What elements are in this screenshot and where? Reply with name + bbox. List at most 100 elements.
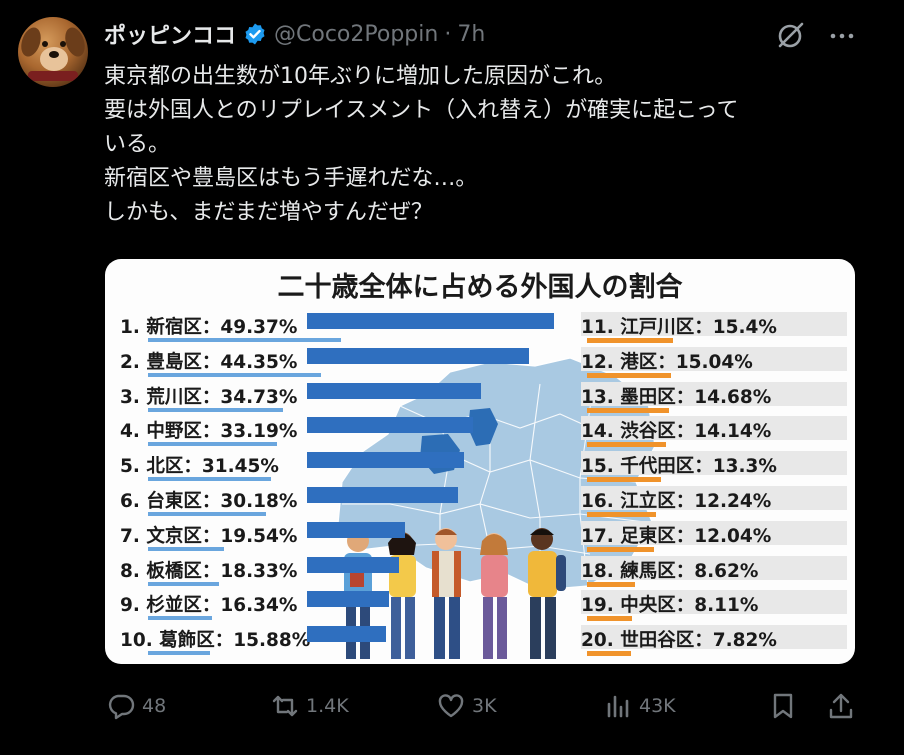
author-handle[interactable]: @Coco2Poppin — [274, 21, 439, 47]
ranking-label: 16. 江立区：12.24% — [581, 491, 772, 512]
views-icon — [607, 695, 629, 718]
ranking-row: 5. 北区：31.45% — [120, 450, 570, 484]
ranking-underline — [148, 407, 284, 412]
ranking-bar — [587, 372, 672, 378]
ranking-label: 6. 台東区：30.18% — [120, 491, 298, 512]
ranking-label: 1. 新宿区：49.37% — [120, 317, 298, 338]
ranking-row: 15. 千代田区：13.3% — [581, 450, 851, 484]
ranking-bar — [587, 581, 636, 587]
ranking-label: 5. 北区：31.45% — [120, 456, 279, 478]
ranking-track — [581, 555, 847, 580]
infographic-image[interactable]: 二十歳全体に占める外国人の割合 — [105, 259, 855, 664]
ranking-row: 2. 豊島区：44.35% — [120, 346, 570, 380]
ranking-row: 3. 荒川区：34.73% — [120, 381, 570, 415]
post-text-line: いる。 — [104, 132, 171, 157]
ranking-label: 14. 渋谷区：14.14% — [581, 421, 772, 443]
ranking-track — [581, 451, 847, 476]
ranking-row: 1. 新宿区：49.37% — [120, 311, 570, 345]
ranking-underline — [148, 477, 271, 482]
share-icon — [829, 693, 853, 719]
ranking-bar — [587, 651, 631, 657]
ranking-underline — [148, 372, 321, 377]
ranking-underline — [148, 442, 278, 447]
ranking-row: 9. 杉並区：16.34% — [120, 589, 570, 623]
ranking-row: 17. 足東区：12.04% — [581, 520, 851, 554]
ranking-bar — [307, 556, 399, 573]
ranking-bar — [307, 417, 473, 434]
ranking-underline — [148, 616, 212, 621]
ranking-label: 20. 世田谷区：7.82% — [581, 630, 777, 652]
ranking-row: 14. 渋谷区：14.14% — [581, 415, 851, 449]
ranking-row: 6. 台東区：30.18% — [120, 485, 570, 519]
people-illustration — [344, 528, 566, 659]
more-icon[interactable] — [826, 20, 858, 52]
ranking-row: 20. 世田谷区：7.82% — [581, 624, 851, 658]
ranking-track — [581, 486, 847, 510]
bookmark-button[interactable] — [768, 690, 798, 722]
ranking-bar — [307, 347, 529, 364]
ranking-label: 2. 豊島区：44.35% — [120, 351, 298, 373]
ranking-bar — [587, 442, 667, 448]
ranking-label: 18. 練馬区：8.62% — [581, 560, 759, 582]
ranking-row: 11. 江戸川区：15.4% — [581, 311, 851, 345]
share-button[interactable] — [826, 690, 856, 722]
post-header: ポッピンココ @Coco2Poppin · 7h — [104, 18, 485, 50]
repost-icon — [272, 695, 298, 717]
ranking-label: 12. 港区：15.04% — [581, 351, 753, 373]
separator: · — [444, 21, 452, 47]
post-text: 東京都の出生数が10年ぶりに増加した原因がこれ。 要は外国人とのリプレイスメント… — [104, 60, 864, 230]
ranking-underline — [148, 546, 225, 551]
repost-button[interactable]: 1.4K — [270, 690, 349, 722]
ranking-row: 12. 港区：15.04% — [581, 346, 851, 380]
views-button[interactable]: 43K — [603, 690, 676, 722]
ranking-bar — [307, 382, 481, 399]
grok-icon[interactable] — [774, 19, 806, 51]
ranking-row: 4. 中野区：33.19% — [120, 415, 570, 449]
ranking-bar — [307, 452, 465, 469]
post-text-line: しかも、まだまだ増やすんだぜ？ — [104, 200, 433, 225]
ranking-bar — [307, 313, 554, 329]
ranking-label: 9. 杉並区：16.34% — [120, 595, 298, 617]
ranking-underline — [148, 512, 266, 516]
ranking-track — [581, 625, 847, 650]
verified-badge-icon — [245, 23, 265, 45]
ranking-row: 7. 文京区：19.54% — [120, 520, 570, 554]
ranking-underline — [148, 338, 341, 342]
ranking-row: 10. 葛飾区：15.88% — [120, 624, 570, 658]
ranking-bar — [307, 487, 458, 503]
post-text-line: 要は外国人とのリプレイスメント（入れ替え）が確実に起こって — [104, 98, 739, 123]
infographic-title: 二十歳全体に占める外国人の割合 — [277, 272, 683, 303]
ranking-label: 11. 江戸川区：15.4% — [581, 317, 777, 338]
ranking-label: 3. 荒川区：34.73% — [120, 386, 298, 408]
ranking-bar — [587, 546, 655, 552]
ranking-bar — [307, 521, 405, 538]
ranking-bar — [587, 477, 662, 483]
author-name[interactable]: ポッピンココ — [104, 24, 237, 49]
ranking-row: 8. 板橋区：18.33% — [120, 555, 570, 589]
ranking-underline — [148, 651, 210, 656]
ranking-label: 15. 千代田区：13.3% — [581, 456, 777, 478]
post-text-line: 東京都の出生数が10年ぶりに増加した原因がこれ。 — [104, 64, 617, 89]
ranking-track — [581, 312, 847, 336]
reply-button[interactable]: 48 — [106, 690, 166, 722]
avatar[interactable] — [18, 17, 88, 87]
like-button[interactable]: 3K — [436, 690, 497, 722]
post-time[interactable]: 7h — [457, 21, 486, 47]
ranking-label: 19. 中央区：8.11% — [581, 595, 759, 617]
post-actions: 48 1.4K 3K 43K — [0, 686, 904, 726]
ranking-bar — [587, 616, 633, 622]
ranking-row: 13. 墨田区：14.68% — [581, 381, 851, 415]
reply-count: 48 — [142, 695, 167, 717]
bookmark-icon — [773, 693, 793, 719]
repost-count: 1.4K — [306, 695, 349, 717]
ranking-underline — [148, 581, 220, 586]
ranking-row: 19. 中央区：8.11% — [581, 589, 851, 623]
ranking-label: 17. 足東区：12.04% — [581, 525, 772, 547]
ranking-bar — [587, 338, 674, 343]
ranking-track — [581, 381, 847, 406]
ranking-track — [581, 416, 847, 441]
ranking-label: 4. 中野区：33.19% — [120, 421, 298, 443]
ranking-bar — [587, 512, 656, 517]
ranking-label: 7. 文京区：19.54% — [120, 525, 298, 547]
ranking-track — [581, 346, 847, 371]
